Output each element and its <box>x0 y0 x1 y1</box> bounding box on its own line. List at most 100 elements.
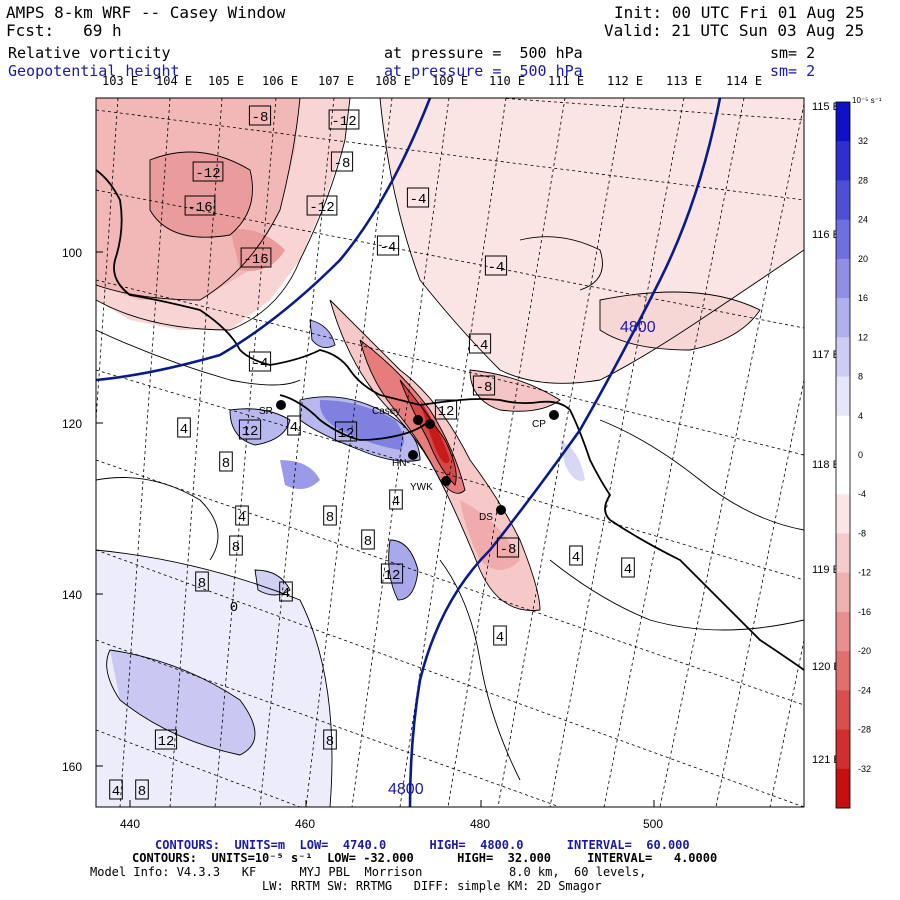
vorticity-label: 8 <box>326 734 334 750</box>
valid-time: Valid: 21 UTC Sun 03 Aug 25 <box>604 21 865 40</box>
colorbar-frame <box>835 101 851 809</box>
lon-label: 118 E <box>812 459 840 471</box>
colorbar-label: -24 <box>858 685 871 695</box>
colorbar-swatch <box>836 572 850 613</box>
colorbar-label: 12 <box>858 332 868 342</box>
lon-label: 114 E <box>726 74 763 88</box>
y-tick-label: 160 <box>62 760 82 774</box>
vorticity-label: 0 <box>230 600 238 616</box>
vorticity-label: 4 <box>496 630 504 646</box>
vorticity-label-box <box>621 557 635 578</box>
lon-label: 108 E <box>375 74 412 88</box>
station-dot <box>408 450 418 460</box>
vorticity-label: 8 <box>198 576 206 592</box>
vorticity-label: -4 <box>472 338 489 354</box>
vorticity-label-box <box>323 729 337 750</box>
vorticity-label-box <box>248 351 272 372</box>
colorbar-label: 32 <box>858 136 868 146</box>
colorbar-swatch <box>836 258 850 299</box>
vorticity-label-box <box>177 417 191 438</box>
vorticity-label-box <box>192 161 224 182</box>
vorticity-label: 4 <box>392 494 400 510</box>
x-tick-label: 480 <box>470 817 490 831</box>
lon-label: 105 E <box>208 74 245 88</box>
vorticity-label: -4 <box>380 240 397 256</box>
vorticity-label: -8 <box>252 110 269 126</box>
colorbar-label: -4 <box>858 489 866 499</box>
colorbar-swatch <box>836 611 850 652</box>
vorticity-label-box <box>235 505 249 526</box>
station-labels: SR Casey CP HN YWK DS <box>259 406 546 523</box>
station-dot <box>441 476 451 486</box>
colorbar-label: -28 <box>858 725 871 735</box>
coastline <box>96 169 804 671</box>
height-label: 4800 <box>620 319 656 336</box>
colorbar-label: -8 <box>858 528 866 538</box>
vorticity-label-box <box>248 105 272 126</box>
vorticity-label-box <box>240 247 272 268</box>
lon-label: 106 E <box>262 74 299 88</box>
x-tick-label: 440 <box>120 817 140 831</box>
colorbar-swatch <box>836 102 850 142</box>
lon-label: 119 E <box>812 564 840 576</box>
height-contour-info: CONTOURS: UNITS=m LOW= 4740.0 HIGH= 4800… <box>155 838 690 852</box>
colorbar-swatch <box>836 219 850 260</box>
vorticity-label-box <box>376 235 400 256</box>
lon-label: 103 E <box>102 74 139 88</box>
vorticity-label: 4 <box>238 510 246 526</box>
vorticity-label-box <box>279 581 293 602</box>
vorticity-label-box <box>238 419 262 440</box>
vorticity-label: 8 <box>138 784 146 800</box>
y-tick-label: 100 <box>62 246 82 260</box>
vorticity-label: 4 <box>112 784 120 800</box>
colorbar-swatch <box>836 141 850 181</box>
colorbar-label: 8 <box>858 372 863 382</box>
lon-label: 115 E <box>812 101 840 113</box>
vorticity-label-box <box>569 545 583 566</box>
vorticity-label: 12 <box>158 734 175 750</box>
vorticity-label-box <box>468 333 492 354</box>
colorbar-swatch <box>836 729 850 770</box>
vorticity-label: -12 <box>309 200 334 216</box>
x-tick-label: 500 <box>643 817 663 831</box>
model-info: Model Info: V4.3.3 KF MYJ PBL Morrison 8… <box>90 865 647 879</box>
station-label: YWK <box>410 482 433 493</box>
vorticity-label-box <box>496 537 520 558</box>
vorticity-label-box <box>229 535 243 556</box>
vorticity-label-box <box>493 625 507 646</box>
vorticity-label: -16 <box>187 200 212 216</box>
vorticity-label-box <box>154 729 178 750</box>
lon-label: 109 E <box>432 74 469 88</box>
vorticity-label-box <box>135 779 149 800</box>
colorbar-label: 20 <box>858 254 868 264</box>
colorbar-label: 16 <box>858 293 868 303</box>
vorticity-label: -12 <box>331 114 356 130</box>
x-tick-label: 460 <box>295 817 315 831</box>
vorticity-label-box <box>434 399 458 420</box>
lon-label: 120 E <box>812 661 841 673</box>
physics-info: LW: RRTM SW: RRTMG DIFF: simple KM: 2D S… <box>262 879 602 893</box>
vorticity-label-box <box>361 529 375 550</box>
height-contour-4800-west <box>96 98 432 382</box>
vorticity-label-box <box>184 195 216 216</box>
y-tick-label: 140 <box>62 588 82 602</box>
field2-name: Geopotential height <box>8 62 180 80</box>
colorbar-swatch <box>836 651 850 691</box>
lat-lon-graticule <box>96 98 804 807</box>
colorbar-swatch <box>836 768 850 809</box>
colorbar-swatch <box>836 376 850 417</box>
vorticity-label: -12 <box>195 166 220 182</box>
station-label: DS <box>479 512 493 523</box>
colorbar-label: 24 <box>858 215 868 225</box>
vorticity-label: -4 <box>252 356 269 372</box>
vorticity-label: 4 <box>624 562 632 578</box>
vorticity-label: -8 <box>476 380 493 396</box>
station-label: SR <box>259 406 273 417</box>
lon-label: 110 E <box>489 74 526 88</box>
vorticity-label: 8 <box>364 534 372 550</box>
vorticity-label: 4 <box>572 550 580 566</box>
station-dot <box>425 419 435 429</box>
colorbar-swatch <box>836 455 850 495</box>
lon-label: 113 E <box>666 74 703 88</box>
